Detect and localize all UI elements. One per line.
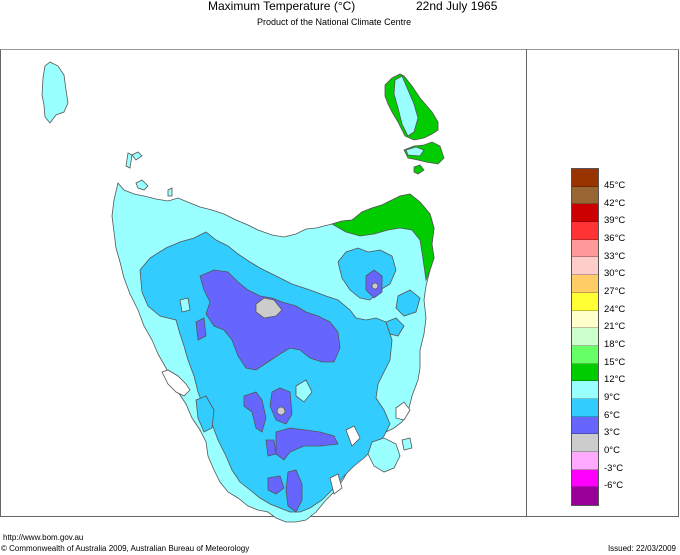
legend-swatch — [572, 275, 598, 293]
legend-label: 12°C — [604, 374, 626, 385]
legend-label: -6°C — [604, 480, 624, 491]
legend-label: 42°C — [604, 198, 626, 209]
legend-swatch — [572, 381, 598, 399]
legend-swatch — [572, 363, 598, 382]
legend-label: 30°C — [604, 268, 626, 279]
legend-swatch — [572, 186, 598, 205]
legend-divider — [526, 49, 527, 517]
legend-swatch — [572, 169, 598, 187]
subtitle: Product of the National Climate Centre — [257, 17, 412, 27]
legend-swatch — [572, 469, 598, 488]
legend-swatch — [572, 310, 598, 329]
legend-swatch — [572, 434, 598, 452]
coldest-spot — [255, 297, 283, 319]
website-url: http://www.bom.gov.au — [3, 533, 84, 542]
legend-swatch — [572, 222, 598, 240]
legend-label: 6°C — [604, 410, 620, 421]
northeast-warm-band — [330, 193, 435, 282]
legend-label: 21°C — [604, 321, 626, 332]
legend-label: 24°C — [604, 304, 626, 315]
temperature-legend — [571, 168, 599, 507]
legend-swatch — [572, 292, 598, 311]
legend-label: 27°C — [604, 286, 626, 297]
legend-label: 0°C — [604, 445, 620, 456]
legend-label: 3°C — [604, 427, 620, 438]
legend-swatch — [572, 204, 598, 223]
legend-swatch — [572, 416, 598, 435]
title-text: Maximum Temperature (°C) — [208, 0, 356, 13]
legend-swatch — [572, 487, 598, 506]
legend-swatch — [572, 398, 598, 417]
king-island — [41, 61, 69, 124]
legend-swatch — [572, 452, 598, 470]
highlands-cold-band — [199, 269, 341, 371]
legend-label: -3°C — [604, 463, 624, 474]
legend-swatch — [572, 328, 598, 346]
legend-label: 36°C — [604, 233, 626, 244]
legend-swatch — [572, 345, 598, 364]
legend-swatch — [572, 239, 598, 258]
legend-label: 33°C — [604, 251, 626, 262]
issued-date: Issued: 22/03/2009 — [607, 544, 676, 553]
legend-label: 18°C — [604, 339, 626, 350]
legend-label: 15°C — [604, 357, 626, 368]
map-title: Maximum Temperature (°C) 22nd July 1965 — [0, 0, 680, 15]
legend-label: 45°C — [604, 180, 626, 191]
title-date: 22nd July 1965 — [416, 0, 498, 13]
legend-label: 9°C — [604, 392, 620, 403]
legend-swatch — [572, 257, 598, 276]
map-frame — [0, 49, 679, 517]
copyright-notice: © Commonwealth of Australia 2009, Austra… — [1, 544, 250, 553]
legend-label: 39°C — [604, 215, 626, 226]
